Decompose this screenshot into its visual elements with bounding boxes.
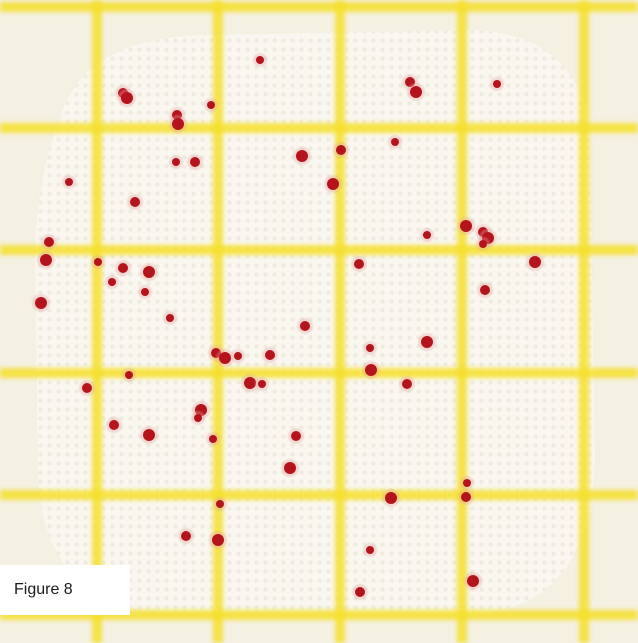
colony <box>181 531 191 541</box>
colony <box>336 145 346 155</box>
colony <box>234 352 242 360</box>
colony <box>479 240 487 248</box>
colony <box>82 383 92 393</box>
grid-line <box>335 0 345 643</box>
colony <box>244 377 256 389</box>
grid-line <box>579 0 589 643</box>
colony <box>108 278 116 286</box>
colony <box>291 431 301 441</box>
colony <box>410 86 422 98</box>
colony <box>460 220 472 232</box>
colony <box>391 138 399 146</box>
colony <box>467 575 479 587</box>
colony <box>461 492 471 502</box>
figure-label: Figure 8 <box>0 565 130 615</box>
colony <box>366 344 374 352</box>
colony <box>385 492 397 504</box>
colony <box>44 237 54 247</box>
colony <box>219 352 231 364</box>
grid-line <box>0 490 638 500</box>
colony <box>300 321 310 331</box>
colony <box>190 157 200 167</box>
texture <box>35 30 595 615</box>
colony <box>258 380 266 388</box>
colony <box>421 336 433 348</box>
colony <box>216 500 224 508</box>
colony <box>143 266 155 278</box>
colony <box>529 256 541 268</box>
colony <box>166 314 174 322</box>
grid-line <box>457 0 467 643</box>
colony <box>493 80 501 88</box>
colony <box>209 435 217 443</box>
colony <box>65 178 73 186</box>
colony <box>284 462 296 474</box>
colony <box>256 56 264 64</box>
grid-line <box>0 368 638 378</box>
colony <box>296 150 308 162</box>
colony <box>141 288 149 296</box>
colony <box>118 263 128 273</box>
colony <box>265 350 275 360</box>
colony <box>125 371 133 379</box>
colony <box>480 285 490 295</box>
colony <box>109 420 119 430</box>
grid-line <box>0 610 638 620</box>
colony <box>194 414 202 422</box>
grid-line <box>92 0 102 643</box>
colony <box>355 587 365 597</box>
colony <box>207 101 215 109</box>
colonies <box>32 53 544 600</box>
grid-line <box>0 123 638 133</box>
colony <box>35 297 47 309</box>
colony <box>212 534 224 546</box>
colony <box>327 178 339 190</box>
colony <box>121 92 133 104</box>
colony <box>172 158 180 166</box>
grid-line <box>213 0 223 643</box>
colony <box>143 429 155 441</box>
colony <box>423 231 431 239</box>
colony <box>366 546 374 554</box>
colony <box>40 254 52 266</box>
colony <box>402 379 412 389</box>
colony <box>463 479 471 487</box>
colony <box>94 258 102 266</box>
colony <box>130 197 140 207</box>
colony <box>354 259 364 269</box>
colony <box>172 118 184 130</box>
grid-line <box>0 245 638 255</box>
colony <box>365 364 377 376</box>
grid-line <box>0 2 638 12</box>
